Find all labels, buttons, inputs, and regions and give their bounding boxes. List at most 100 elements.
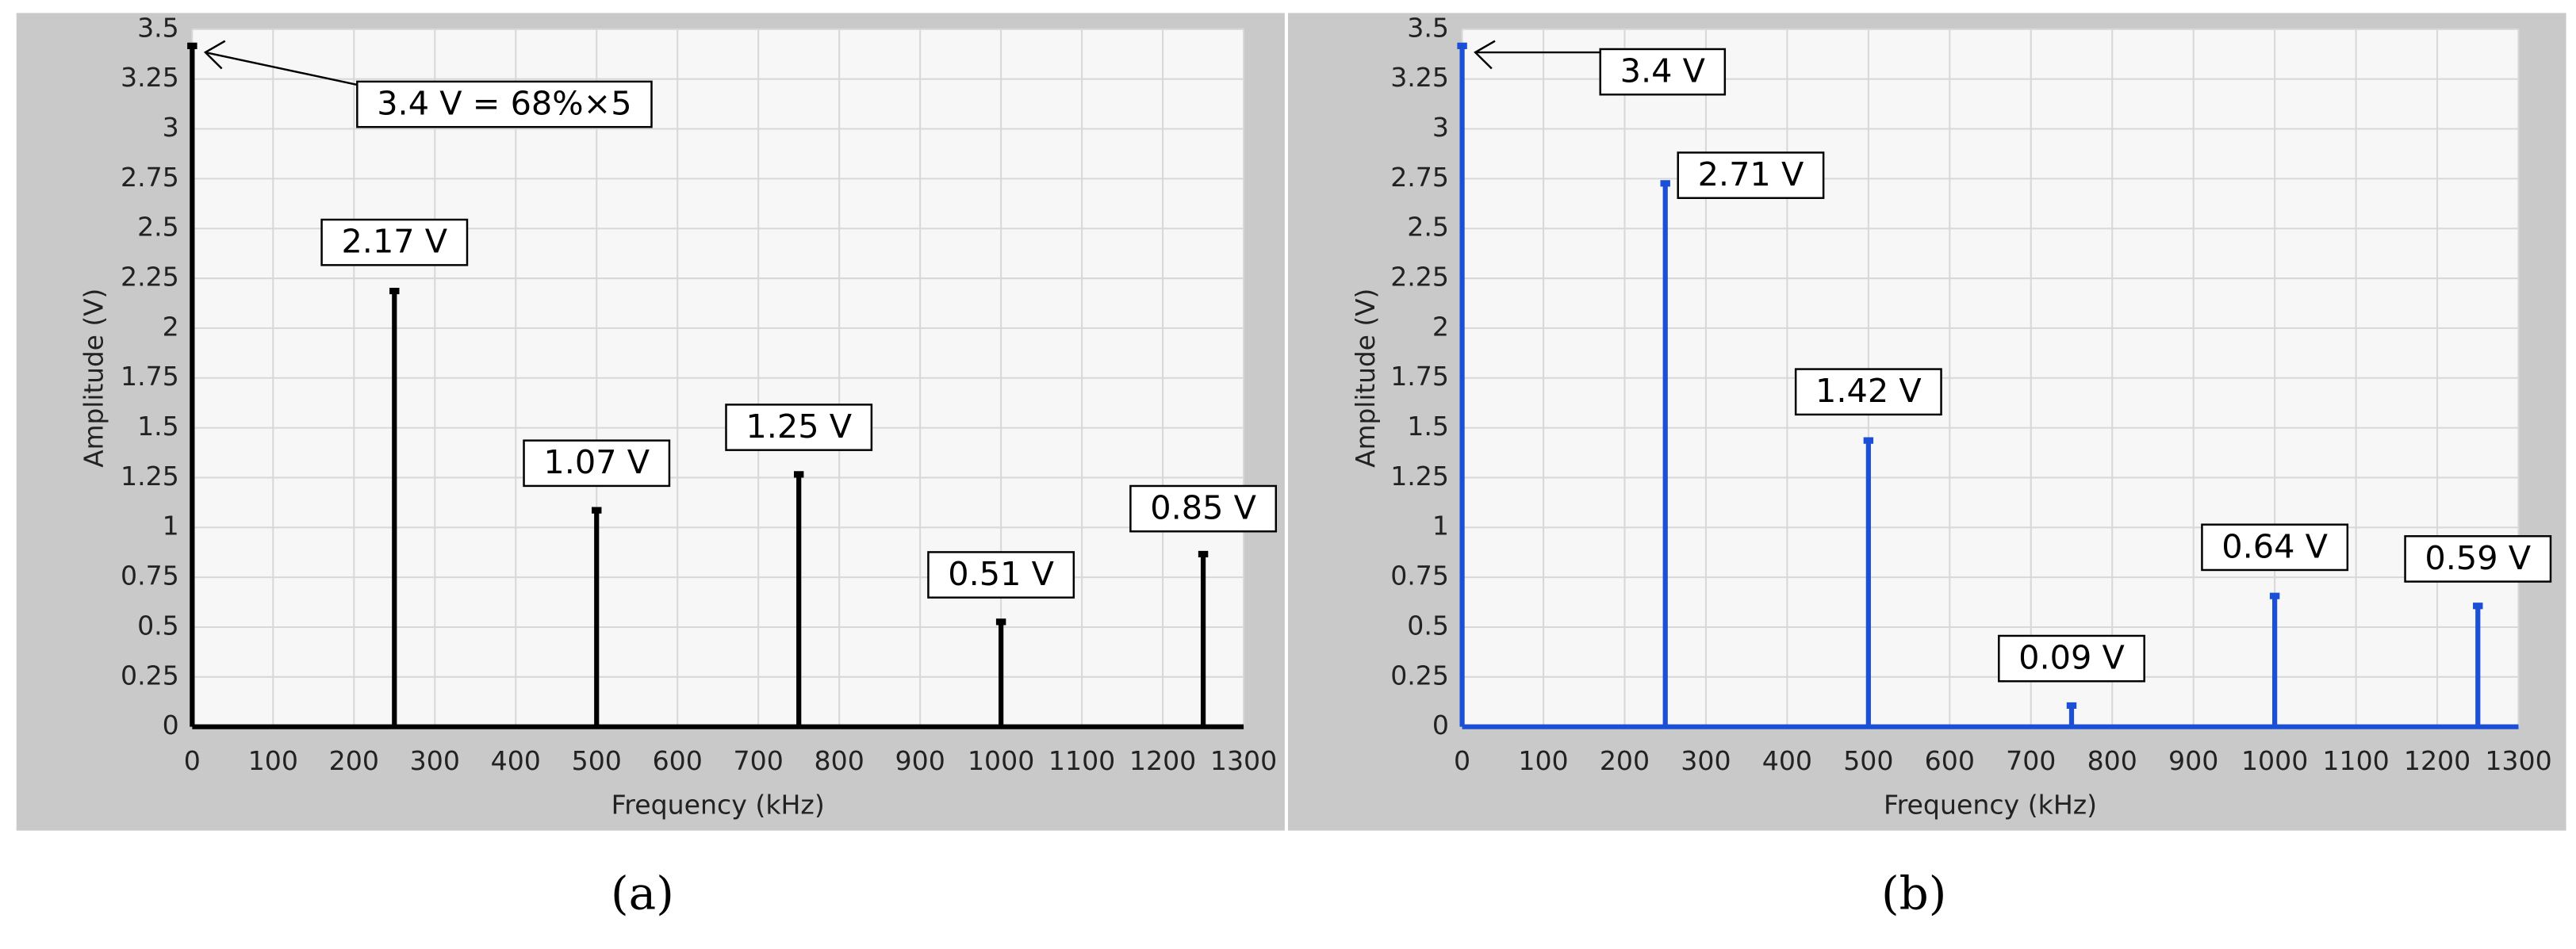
x-tick-label: 100 xyxy=(248,745,298,776)
y-tick-label: 0.5 xyxy=(1407,610,1449,641)
annotation-box xyxy=(1599,48,1727,96)
stem xyxy=(793,471,804,727)
x-tick-label: 0 xyxy=(1454,745,1470,776)
value-label: 0.09 V xyxy=(2018,639,2125,677)
stem xyxy=(2269,592,2280,727)
chart-panel: 0 0.25 0.5 0.75 1 1.25 1.5 1.75 2 2.25 2.5 2.75 3 3.2… xyxy=(16,12,1285,920)
annotation-box xyxy=(2201,523,2349,572)
y-tick-label: 3.25 xyxy=(121,62,179,93)
y-tick-label: 1.75 xyxy=(1390,361,1449,392)
value-label: 0.51 V xyxy=(948,555,1054,593)
value-label: 0.64 V xyxy=(2221,528,2328,566)
y-tick-label: 3.25 xyxy=(1390,62,1449,93)
caption: (a) xyxy=(611,867,674,920)
x-tick-label: 600 xyxy=(653,745,703,776)
annotation-box xyxy=(356,80,653,128)
y-tick-label: 1 xyxy=(1432,511,1449,541)
y-tick-label: 3.5 xyxy=(1407,12,1449,43)
x-tick-label: 400 xyxy=(491,745,541,776)
x-tick-label: 700 xyxy=(734,745,784,776)
y-tick-label: 1 xyxy=(163,511,179,541)
annotation-box xyxy=(1129,484,1278,533)
x-tick-label: 1200 xyxy=(2404,745,2471,776)
y-tick-label: 1.5 xyxy=(137,411,179,442)
y-tick-label: 1.25 xyxy=(121,461,179,492)
x-tick-label: 500 xyxy=(1843,745,1893,776)
value-label: 3.4 V = 68%×5 xyxy=(377,85,631,123)
x-tick-label: 1100 xyxy=(2322,745,2389,776)
y-tick-label: 0.25 xyxy=(121,660,179,691)
annotation-box xyxy=(725,404,873,451)
x-tick-label: 300 xyxy=(410,745,460,776)
stem xyxy=(1660,180,1670,727)
x-tick-label: 800 xyxy=(815,745,864,776)
value-label: 2.17 V xyxy=(341,223,447,261)
y-tick-label: 2.5 xyxy=(1407,212,1449,243)
y-tick-label: 0.25 xyxy=(1390,660,1449,691)
y-tick-label: 2.25 xyxy=(121,262,179,293)
y-tick-label: 2.75 xyxy=(1390,162,1449,193)
y-tick-label: 2.75 xyxy=(121,162,179,193)
y-axis-label: Amplitude (V) xyxy=(79,289,109,468)
x-tick-label: 1300 xyxy=(1210,745,1277,776)
x-tick-label: 200 xyxy=(1600,745,1650,776)
y-tick-label: 3 xyxy=(163,112,179,143)
value-label: 1.42 V xyxy=(1815,372,1922,410)
annotation-arrow xyxy=(203,40,358,86)
chart-panel: 0 0.25 0.5 0.75 1 1.25 1.5 1.75 2 2.25 2.5 2.75 3 3.2… xyxy=(1288,12,2566,920)
x-tick-label: 1300 xyxy=(2485,745,2551,776)
y-tick-label: 0.5 xyxy=(137,610,179,641)
y-tick-label: 2 xyxy=(163,312,179,342)
stem xyxy=(1198,550,1209,727)
annotation-box xyxy=(523,439,671,488)
stem xyxy=(389,287,400,727)
annotation-box xyxy=(1677,151,1825,199)
stem xyxy=(1863,437,1874,727)
value-label: 0.85 V xyxy=(1150,489,1256,527)
stem xyxy=(592,507,602,727)
x-tick-label: 900 xyxy=(2168,745,2218,776)
x-tick-label: 100 xyxy=(1518,745,1568,776)
x-tick-label: 800 xyxy=(2087,745,2137,776)
value-label: 1.07 V xyxy=(543,443,650,481)
y-tick-label: 2 xyxy=(1432,312,1449,342)
x-tick-label: 900 xyxy=(895,745,945,776)
y-tick-label: 2.5 xyxy=(137,212,179,243)
annotation-box xyxy=(2404,535,2552,583)
x-tick-label: 700 xyxy=(2006,745,2056,776)
value-label: 1.25 V xyxy=(746,408,852,446)
annotation-box xyxy=(927,551,1075,599)
y-tick-label: 0 xyxy=(163,710,179,740)
y-tick-label: 0 xyxy=(1432,710,1449,740)
x-tick-label: 1000 xyxy=(968,745,1034,776)
y-tick-label: 3.5 xyxy=(137,12,179,43)
annotation-box xyxy=(1998,634,2145,683)
y-tick-label: 2.25 xyxy=(1390,262,1449,293)
annotation-box xyxy=(1794,368,1942,416)
x-tick-label: 200 xyxy=(329,745,379,776)
x-tick-label: 300 xyxy=(1681,745,1731,776)
x-tick-label: 400 xyxy=(1762,745,1812,776)
y-tick-label: 1.25 xyxy=(1390,461,1449,492)
y-tick-label: 0.75 xyxy=(1390,561,1449,591)
value-label: 3.4 V xyxy=(1620,52,1705,90)
x-tick-label: 1100 xyxy=(1048,745,1115,776)
x-tick-label: 1000 xyxy=(2241,745,2308,776)
stem xyxy=(187,42,197,727)
stem xyxy=(2066,702,2077,727)
x-axis-label: Frequency (kHz) xyxy=(1884,790,2097,821)
annotation-arrow xyxy=(1474,40,1600,70)
x-tick-label: 1200 xyxy=(1129,745,1196,776)
y-tick-label: 0.75 xyxy=(121,561,179,591)
y-tick-label: 1.5 xyxy=(1407,411,1449,442)
value-label: 0.59 V xyxy=(2425,539,2531,577)
y-tick-label: 3 xyxy=(1432,112,1449,143)
caption: (b) xyxy=(1881,867,1946,920)
x-tick-label: 500 xyxy=(572,745,622,776)
x-axis-label: Frequency (kHz) xyxy=(611,790,825,821)
y-tick-label: 1.75 xyxy=(121,361,179,392)
x-tick-label: 600 xyxy=(1925,745,1975,776)
value-label: 2.71 V xyxy=(1698,155,1804,193)
stem xyxy=(995,618,1006,727)
